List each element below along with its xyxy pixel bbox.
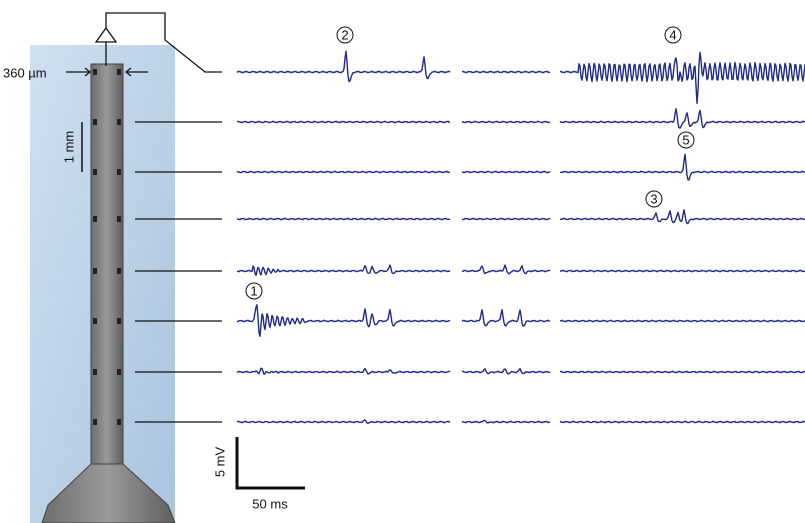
voltage-trace bbox=[237, 121, 450, 123]
voltage-trace bbox=[462, 218, 550, 220]
electrode bbox=[117, 169, 121, 175]
figure: 360 µm 1 mm 5 mV 50 ms 1 2 3 4 5 bbox=[0, 0, 805, 523]
voltage-trace bbox=[560, 421, 805, 423]
electrode bbox=[93, 119, 97, 125]
voltage-trace bbox=[560, 270, 805, 272]
marker-label: 1 bbox=[250, 283, 257, 298]
voltage-trace bbox=[462, 121, 550, 123]
voltage-trace bbox=[462, 421, 550, 424]
voltage-trace bbox=[560, 154, 805, 180]
voltage-trace bbox=[462, 71, 550, 73]
time-label: 50 ms bbox=[252, 496, 288, 511]
electrode bbox=[93, 268, 97, 274]
voltage-trace bbox=[237, 171, 450, 173]
voltage-trace bbox=[560, 109, 805, 128]
voltage-trace bbox=[237, 265, 450, 275]
voltage-label: 5 mV bbox=[212, 447, 227, 478]
voltage-trace bbox=[462, 369, 550, 374]
electrode bbox=[117, 318, 121, 324]
marker-label: 5 bbox=[682, 132, 689, 147]
voltage-trace bbox=[237, 420, 450, 423]
electrode bbox=[117, 119, 121, 125]
scale-bar: 5 mV 50 ms bbox=[212, 437, 305, 511]
electrode bbox=[117, 69, 121, 75]
marker-label: 2 bbox=[341, 27, 348, 42]
electrode bbox=[93, 419, 97, 425]
marker-label: 3 bbox=[650, 191, 657, 206]
voltage-trace bbox=[237, 218, 450, 220]
voltage-trace bbox=[462, 310, 550, 326]
marker-label: 4 bbox=[669, 27, 676, 42]
voltage-trace bbox=[462, 265, 550, 274]
electrode bbox=[117, 268, 121, 274]
voltage-trace bbox=[560, 371, 805, 373]
electrode bbox=[93, 216, 97, 222]
voltage-trace bbox=[560, 52, 805, 103]
electrode bbox=[117, 369, 121, 375]
electrode bbox=[117, 216, 121, 222]
width-label: 360 µm bbox=[3, 65, 47, 80]
voltage-trace bbox=[462, 171, 550, 173]
electrode bbox=[93, 69, 97, 75]
voltage-trace bbox=[237, 368, 450, 374]
voltage-trace bbox=[237, 305, 450, 337]
electrode bbox=[93, 318, 97, 324]
electrode bbox=[93, 369, 97, 375]
electrode bbox=[93, 169, 97, 175]
spacing-label: 1 mm bbox=[61, 131, 76, 164]
probe-photo bbox=[30, 45, 175, 523]
voltage-trace bbox=[560, 320, 805, 322]
voltage-trace bbox=[560, 210, 805, 224]
voltage-trace bbox=[237, 51, 450, 81]
electrode bbox=[117, 419, 121, 425]
